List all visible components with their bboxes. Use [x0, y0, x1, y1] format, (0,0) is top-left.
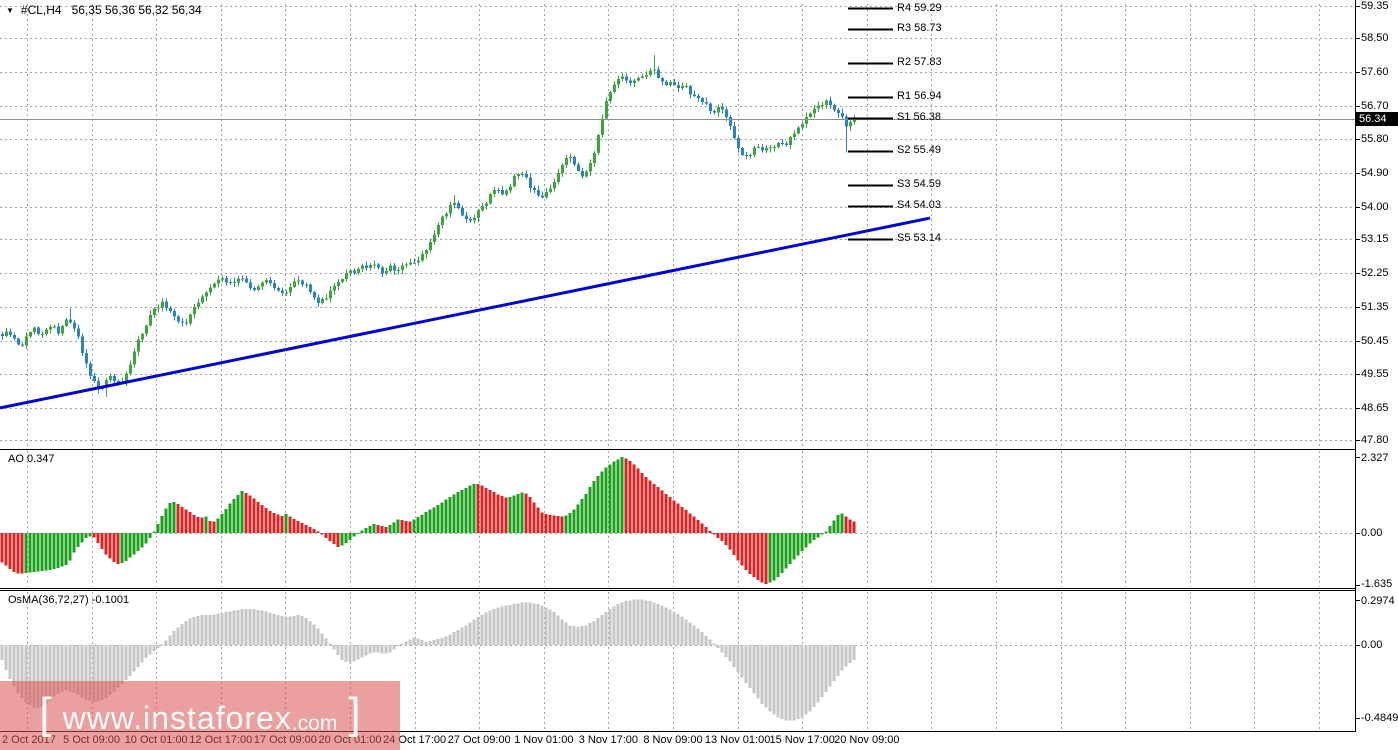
- watermark-domain: www.instaforex: [62, 699, 292, 736]
- pivot-label: S3 54.59: [897, 177, 942, 190]
- price-axis-label: 53.15: [1361, 233, 1389, 246]
- ao-axis-label: 2.327: [1361, 452, 1389, 464]
- price-axis-label: 51.35: [1361, 300, 1389, 313]
- watermark-left-bracket: [: [39, 688, 52, 738]
- price-axis-label: 49.55: [1361, 368, 1389, 381]
- chart-title: ▼ #CL,H4 56,35 56,36 56,32 56,34: [6, 3, 202, 17]
- pivot-level-lines: [848, 7, 893, 241]
- ao-axis-label: -1.635: [1361, 578, 1393, 590]
- watermark-right-bracket: ]: [348, 688, 361, 738]
- ohlc-values: 56,35 56,36 56,32 56,34: [71, 3, 202, 17]
- pivot-label: S1 56.38: [897, 110, 942, 123]
- price-axis-label: 59.35: [1361, 0, 1389, 12]
- symbol-period-label: #CL,H4: [20, 3, 62, 17]
- watermark-domain-suffix: .com: [291, 712, 338, 735]
- price-axis-label: 47.80: [1361, 434, 1389, 447]
- osma-histogram: [0, 599, 856, 721]
- time-axis-label: 8 Nov 09:00: [643, 734, 703, 746]
- pivot-label: S5 53.14: [897, 232, 942, 245]
- trendline: [0, 216, 931, 410]
- price-axis-label: 56.70: [1361, 99, 1389, 112]
- pivot-label: S2 55.49: [897, 144, 942, 157]
- candlestick-series: [1, 54, 856, 398]
- pivot-label: R3 58.73: [897, 22, 942, 35]
- price-axis-label: 55.80: [1361, 133, 1389, 146]
- pivot-label: R1 56.94: [897, 89, 942, 102]
- osma-axis-label: -0.4849: [1361, 712, 1398, 725]
- price-axis-label: 54.90: [1361, 167, 1389, 180]
- instaforex-watermark: [ www.instaforex .com ]: [0, 681, 400, 750]
- current-price-badge: 56.34: [1356, 112, 1398, 126]
- time-axis-label: 27 Oct 09:00: [447, 734, 511, 746]
- price-axis-label: 54.00: [1361, 201, 1389, 214]
- pivot-label: S4 54.03: [897, 199, 942, 212]
- ao-axis-label: 0.00: [1361, 527, 1383, 539]
- ao-indicator-label: AO 0.347: [8, 453, 55, 465]
- time-axis-label: 15 Nov 17:00: [769, 734, 835, 746]
- osma-axis-label: 0.2974: [1361, 595, 1395, 607]
- price-axis-label: 50.45: [1361, 334, 1389, 347]
- time-axis-label: 20 Nov 09:00: [834, 734, 900, 746]
- axis-tick-marks: [1355, 6, 1360, 719]
- symbol-dropdown-triangle-icon[interactable]: ▼: [6, 5, 14, 15]
- grid-lines: [0, 4, 1355, 730]
- pivot-label: R4 59.29: [897, 2, 942, 14]
- pivot-label: R2 57.83: [897, 56, 942, 69]
- price-axis-label: 52.25: [1361, 266, 1389, 279]
- price-axis-label: 58.50: [1361, 31, 1389, 44]
- price-axis-label: 57.60: [1361, 65, 1389, 78]
- time-axis-label: 1 Nov 01:00: [514, 734, 574, 746]
- osma-axis-label: 0.00: [1361, 639, 1383, 651]
- time-axis-label: 3 Nov 17:00: [578, 734, 639, 746]
- osma-indicator-label: OsMA(36,72,27) -0.1001: [8, 594, 130, 606]
- price-axis-label: 48.65: [1361, 402, 1389, 415]
- time-axis-label: 13 Nov 01:00: [704, 734, 771, 746]
- ao-histogram: [0, 457, 856, 585]
